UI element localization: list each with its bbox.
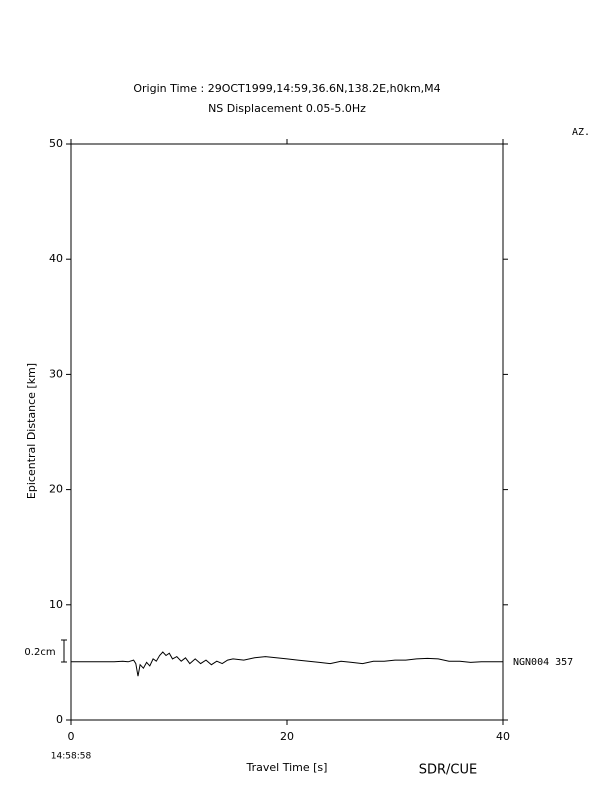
scale-label: 0.2cm [24,647,55,658]
chart-title: Origin Time : 29OCT1999,14:59,36.6N,138.… [133,82,440,95]
x-axis-label: Travel Time [s] [246,761,328,774]
y-tick-label: 0 [56,713,63,726]
chart-subtitle: NS Displacement 0.05-5.0Hz [208,102,366,115]
source-label: SDR/CUE [419,763,477,778]
trace-label: NGN004 357 [513,657,573,668]
trace [71,651,503,677]
y-tick-label: 40 [49,252,63,265]
scale-bar [61,639,67,663]
x-tick-label: 40 [496,730,510,743]
start-time: 14:58:58 [51,752,92,762]
y-tick-label: 50 [49,137,63,150]
x-tick-label: 0 [68,730,75,743]
y-tick-label: 10 [49,598,63,611]
x-tick-label: 20 [280,730,294,743]
y-tick-label: 30 [49,367,63,380]
y-axis-label: Epicentral Distance [km] [25,363,38,499]
az-label: AZ. [572,127,590,138]
plot-frame [70,143,504,721]
y-tick-label: 20 [49,483,63,496]
